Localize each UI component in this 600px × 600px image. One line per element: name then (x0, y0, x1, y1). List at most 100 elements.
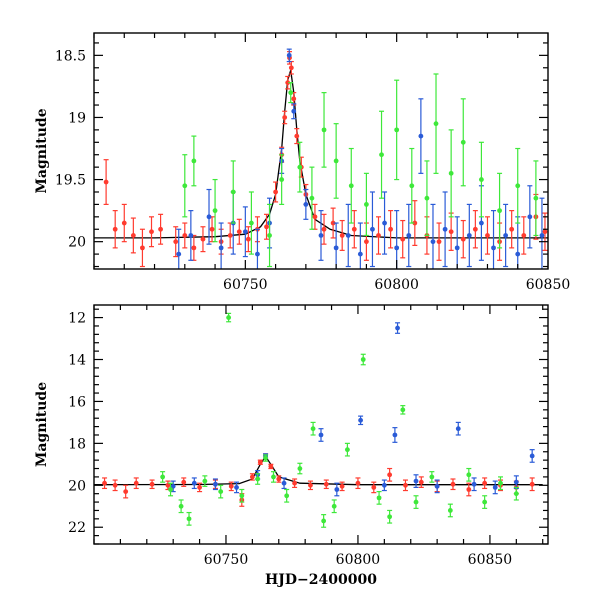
bottom-data-point (234, 484, 239, 490)
bottom-y-tick-label: 12 (68, 311, 86, 327)
top-data-point (209, 226, 215, 232)
top-data-point (333, 158, 339, 164)
bottom-data-point (450, 481, 456, 487)
top-data-point (288, 90, 294, 96)
bottom-data-point (202, 478, 208, 484)
bottom-data-point (191, 480, 197, 486)
bottom-x-tick-label: 60750 (204, 552, 249, 568)
bottom-data-point (255, 476, 261, 482)
top-data-point (267, 233, 272, 238)
top-data-point (188, 233, 194, 238)
bottom-data-point (308, 482, 313, 488)
top-y-axis-label: Magnitude (34, 108, 50, 193)
top-data-point (542, 229, 548, 235)
top-data-point (312, 214, 318, 220)
top-data-point (460, 139, 466, 145)
bottom-data-point (455, 426, 461, 432)
top-data-point (460, 236, 466, 242)
top-data-point (212, 208, 218, 214)
top-data-point (448, 170, 454, 176)
top-data-point (321, 226, 327, 232)
bottom-data-point (239, 493, 245, 499)
bottom-model-curve (94, 455, 543, 486)
top-data-point (430, 239, 436, 245)
top-y-tick-label: 19 (68, 110, 86, 126)
bottom-data-point (186, 516, 192, 522)
bottom-data-point (284, 493, 290, 499)
top-data-point (309, 195, 315, 201)
top-plot-area (94, 48, 548, 269)
bottom-data-point (160, 474, 166, 480)
top-data-point (515, 251, 521, 257)
top-panel: 60750 60800 60850 18.5 19 19.5 20 Magnitude (34, 32, 570, 293)
bottom-data-point (123, 489, 129, 494)
bottom-x-tick-label: 60850 (468, 552, 513, 568)
top-data-point (330, 220, 336, 226)
top-x-tick-label: 60800 (374, 277, 419, 293)
bottom-data-point (318, 432, 324, 438)
top-data-point (379, 152, 384, 158)
bottom-data-point (529, 481, 535, 487)
top-data-point (448, 229, 454, 235)
top-data-point (515, 183, 521, 189)
bottom-data-point (226, 315, 232, 320)
bottom-data-point (413, 478, 419, 484)
top-data-point (442, 226, 448, 232)
top-data-point (294, 133, 300, 139)
top-data-point (351, 226, 357, 232)
bottom-data-point (492, 484, 498, 490)
bottom-data-point (310, 426, 316, 432)
bottom-data-point (249, 474, 255, 480)
top-data-point (400, 236, 406, 242)
top-data-point (454, 245, 460, 251)
top-data-point (103, 179, 109, 185)
bottom-axes-frame (93, 304, 549, 545)
bottom-data-point (181, 479, 187, 485)
bottom-x-tick-label: 60800 (336, 552, 381, 568)
bottom-series-0 (102, 453, 535, 507)
top-data-point (291, 108, 297, 114)
bottom-data-point (297, 466, 303, 471)
top-data-point (412, 220, 418, 226)
bottom-plot-area (94, 312, 543, 528)
top-data-point (485, 233, 490, 238)
bottom-data-point (434, 483, 440, 489)
top-y-tick-label: 20 (68, 235, 86, 251)
top-data-point (497, 208, 502, 214)
bottom-series-1 (170, 322, 535, 497)
top-data-point (191, 158, 197, 164)
top-data-point (357, 251, 363, 257)
top-data-point (255, 251, 260, 257)
top-data-point (472, 226, 478, 232)
bottom-data-point (170, 483, 176, 489)
bottom-data-point (331, 503, 337, 509)
bottom-data-point (381, 482, 387, 488)
bottom-data-point (292, 480, 298, 486)
top-data-point (149, 229, 154, 235)
top-data-point (182, 183, 188, 189)
bottom-data-point (429, 474, 435, 480)
bottom-data-point (387, 472, 393, 478)
top-data-point (370, 226, 375, 232)
bottom-data-point (257, 459, 263, 465)
top-data-point (479, 220, 484, 226)
bottom-data-point (371, 484, 377, 490)
bottom-data-point (513, 491, 519, 497)
bottom-data-point (482, 480, 488, 486)
top-data-point (364, 239, 369, 245)
top-x-tick-label: 60750 (223, 277, 268, 293)
bottom-data-point (112, 482, 118, 488)
bottom-data-point (360, 357, 366, 362)
bottom-y-tick-label: 16 (68, 394, 86, 410)
bottom-data-point (418, 479, 424, 485)
top-data-point (286, 52, 292, 58)
bottom-data-point (268, 464, 274, 469)
bottom-y-tick-label: 20 (68, 478, 86, 494)
top-data-point (140, 245, 145, 251)
bottom-data-point (344, 447, 350, 453)
top-data-point (321, 127, 327, 133)
bottom-data-point (271, 474, 276, 480)
top-data-point (348, 183, 354, 189)
top-data-point (303, 202, 309, 207)
bottom-panel: 60750 60800 60850 12 14 16 18 20 22 Magnitude HJD−… (34, 304, 549, 588)
